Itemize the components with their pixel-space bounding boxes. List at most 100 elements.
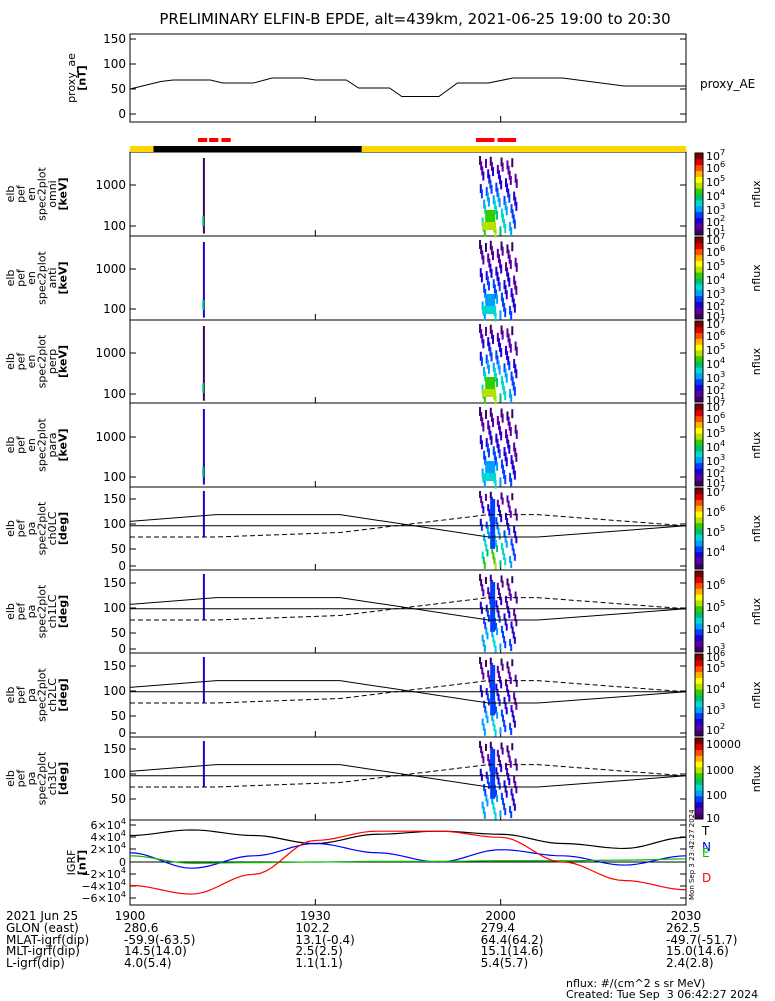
flux-pixel: [513, 275, 516, 285]
flux-pixel: [504, 535, 507, 543]
flux-pixel: [503, 363, 506, 373]
flux-pixel: [489, 179, 492, 189]
panel-8-ylabel-line: ch3LC: [46, 761, 59, 795]
flux-pixel: [506, 745, 509, 753]
flux-pixel: [481, 250, 484, 260]
flux-pixel: [512, 298, 515, 308]
colorbar-tick-label: 102: [706, 721, 725, 737]
colorbar-band: [695, 313, 703, 320]
created-stamp: Created: Tue Sep 3 06:42:27 2024: [566, 988, 759, 1001]
ytick-label: 0: [119, 856, 126, 869]
flux-pixel: [492, 195, 495, 205]
flux-pixel: [498, 282, 501, 292]
panel-5-ylabel-line: [deg]: [56, 512, 69, 545]
flux-pixel: [503, 636, 506, 644]
flux-pixel: [479, 240, 482, 249]
ytick-label: 150: [103, 742, 126, 756]
flux-pixel: [492, 334, 495, 344]
flux-pixel: [486, 192, 489, 202]
flux-pixel: [504, 452, 507, 462]
flux-pixel: [498, 532, 501, 540]
flux-pixel: [510, 538, 513, 546]
colorbar-title: nflux: [750, 180, 763, 208]
flux-pixel: [496, 332, 499, 342]
flux-pixel: [496, 187, 499, 197]
flux-pixel: [506, 434, 509, 444]
flux-pixel: [508, 611, 511, 619]
flux-pixel: [492, 552, 495, 560]
ytick-label: 100: [103, 470, 126, 484]
flux-pixel: [506, 684, 509, 692]
flux-pixel: [510, 288, 513, 298]
colorbar-tick-label: 103: [706, 641, 725, 657]
ytick-label: −4×104: [81, 877, 126, 893]
flux-pixel: [504, 512, 507, 520]
ytick-label: 100: [103, 219, 126, 233]
colorbar-tick-label: 105: [706, 523, 725, 539]
colorbar-tick-label: 10000: [706, 738, 741, 751]
flux-pixel: [485, 271, 488, 281]
flux-pixel: [515, 429, 518, 439]
flux-pixel: [481, 468, 484, 478]
flux-pixel: [515, 763, 518, 771]
flux-pixel: [479, 351, 482, 361]
flux-pixel: [484, 204, 487, 214]
colorbar-band: [695, 778, 703, 785]
colorbar-band: [695, 689, 703, 696]
panel-7: elbpefpaspec2plotch2LC[deg]1501005001061…: [4, 648, 763, 740]
flux-pixel: [510, 227, 513, 237]
flux-pixel: [483, 367, 486, 377]
flux-pixel: [487, 253, 490, 263]
colorbar-band: [695, 654, 703, 661]
spectrogram-4: [202, 407, 518, 489]
flux-pixel: [487, 587, 490, 595]
panel-7-ylabel-line: [deg]: [56, 678, 69, 711]
spectrogram-8: [202, 741, 518, 820]
colorbar-band: [695, 623, 703, 630]
flux-pixel: [484, 288, 487, 298]
colorbar-band: [695, 373, 703, 380]
colorbar-band: [695, 571, 703, 578]
colorbar-tick-label: 10: [706, 812, 720, 825]
flux-pixel: [511, 242, 514, 252]
panel-2-ylabel-line: anti: [46, 267, 59, 288]
flux-pixel: [480, 496, 483, 504]
panel-2-ylabel-line: [keV]: [56, 261, 69, 294]
ytick-label: 1000: [95, 178, 126, 192]
flux-pixel: [494, 456, 497, 466]
flux-pixel: [503, 803, 506, 811]
flux-pixel: [479, 518, 482, 526]
panel-4-ylabel-line: pef: [14, 435, 27, 454]
flux-pixel: [499, 759, 502, 767]
flux-pixel: [515, 679, 518, 687]
flux-pixel: [499, 592, 502, 600]
flux-pixel: [494, 395, 497, 405]
panel-2-ylabel-line: pef: [14, 268, 27, 287]
colorbar-band: [695, 199, 703, 207]
panel-frame: [129, 736, 687, 821]
flux-pixel: [497, 527, 500, 535]
flux-pixel: [494, 562, 497, 570]
colorbar-tick-label: 106: [706, 576, 725, 592]
flux-pixel: [500, 681, 503, 689]
flux-pixel: [500, 575, 503, 583]
ytick-label: 100: [103, 684, 126, 698]
flux-pixel: [499, 175, 502, 185]
colorbar-band: [695, 450, 703, 458]
colorbar-tick-label: 104: [706, 543, 725, 559]
ytick-label: 100: [103, 387, 126, 401]
flux-pixel: [503, 719, 506, 727]
flux-pixel: [479, 657, 482, 664]
side-stamp: Mon Sep 3 23:42:27 2024: [688, 809, 696, 900]
flux-pixel: [497, 421, 500, 431]
panel-6-ylabel-line: elb: [4, 603, 17, 620]
flux-pixel: [499, 342, 502, 352]
flux-pixel: [506, 518, 509, 526]
ytick-label: 50: [111, 542, 126, 556]
colorbar-tick-label: 101: [706, 307, 725, 323]
flux-pixel: [509, 676, 512, 684]
colorbar-band: [695, 683, 703, 690]
ytick-label: 2×104: [91, 840, 126, 856]
